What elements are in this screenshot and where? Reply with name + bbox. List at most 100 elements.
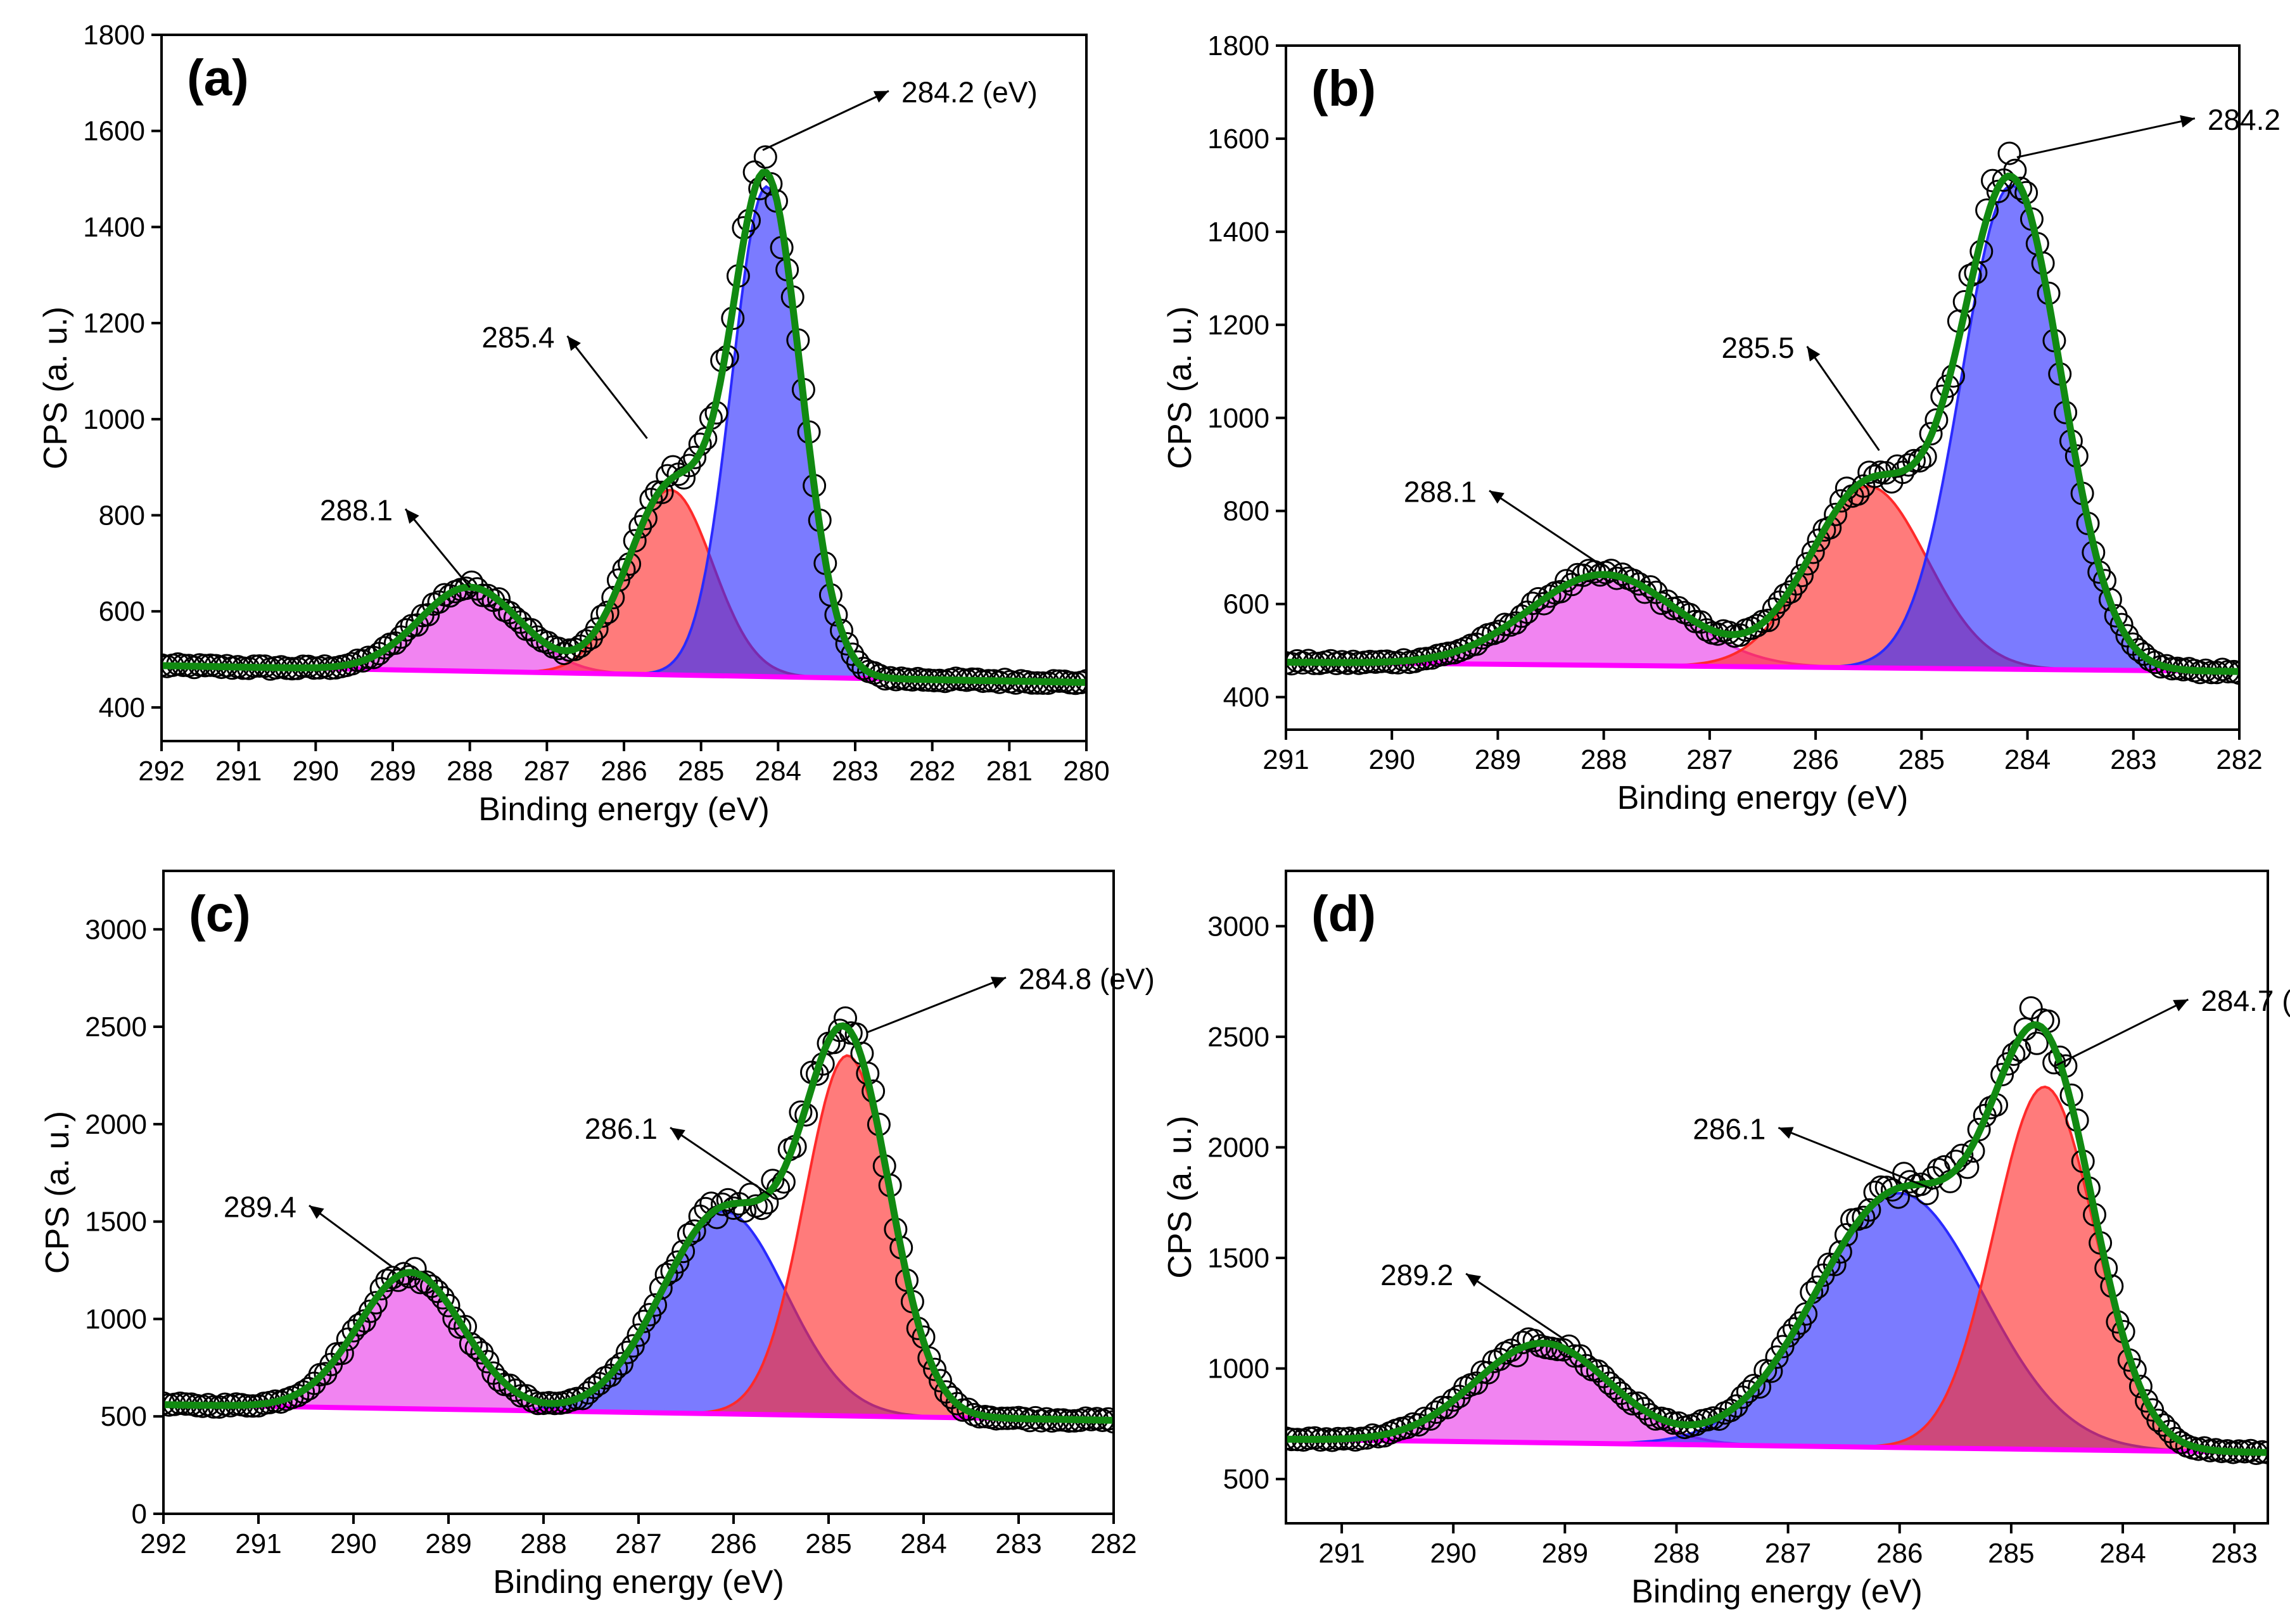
x-tick-label: 285 <box>1988 1538 2034 1569</box>
raw-point <box>677 454 701 478</box>
raw-point <box>476 1350 500 1374</box>
y-tick-label: 800 <box>1223 496 1269 527</box>
x-tick-label: 285 <box>1899 744 1945 775</box>
x-tick-label: 290 <box>293 756 339 787</box>
y-tick-label: 1500 <box>85 1207 147 1238</box>
raw-point <box>1782 1317 1806 1341</box>
raw-point <box>431 1286 455 1310</box>
x-tick-label: 292 <box>138 756 184 787</box>
y-tick-label: 1000 <box>1207 1354 1269 1385</box>
y-tick-label: 0 <box>132 1499 147 1530</box>
x-tick-label: 289 <box>1475 744 1521 775</box>
peak-area-b-3 <box>1286 184 2239 673</box>
raw-point <box>1857 1198 1881 1222</box>
x-tick-label: 283 <box>2110 744 2156 775</box>
raw-point <box>929 1369 952 1393</box>
x-tick-label: 283 <box>995 1528 1041 1559</box>
annotation-arrowhead <box>405 509 419 524</box>
annotation-arrow <box>762 90 889 151</box>
raw-point <box>917 1346 941 1370</box>
y-tick-label: 3000 <box>1207 911 1269 942</box>
annotation-arrowhead <box>2180 115 2195 128</box>
annotation-arrowhead <box>1489 490 1504 504</box>
x-tick-label: 292 <box>140 1528 186 1559</box>
raw-point <box>1759 1359 1783 1383</box>
plot-area-c <box>163 1006 1114 1434</box>
raw-point <box>945 1392 969 1416</box>
raw-point <box>671 1240 696 1264</box>
x-tick-label: 286 <box>1876 1538 1923 1569</box>
y-tick-label: 500 <box>1223 1464 1269 1495</box>
x-tick-label: 283 <box>2211 1538 2257 1569</box>
y-axis-title-b: CPS (a. u.) <box>1162 306 1199 469</box>
raw-point <box>1574 1354 1598 1378</box>
annotation-arrow <box>1489 490 1605 568</box>
annotation-arrow <box>2055 998 2189 1067</box>
raw-point <box>2025 1031 2049 1055</box>
raw-point <box>585 617 609 641</box>
y-tick-label: 2000 <box>85 1109 147 1140</box>
peak-annotation: 285.4 <box>481 320 554 353</box>
y-axis-title-c: CPS (a. u.) <box>39 1111 76 1274</box>
panel-a: (a) Binding energy (eV) CPS (a. u.) 292 2… <box>37 20 1110 828</box>
peak-annotation: 285.5 <box>1722 331 1795 364</box>
raw-point <box>1655 589 1679 613</box>
raw-point <box>1736 1380 1760 1404</box>
x-tick-label: 282 <box>1090 1528 1136 1559</box>
raw-point <box>1824 502 1848 526</box>
raw-point <box>851 656 875 680</box>
y-tick-label: 3000 <box>85 914 147 945</box>
raw-point <box>753 145 777 169</box>
raw-point <box>1756 609 1780 632</box>
raw-point <box>487 1368 511 1392</box>
x-tick-label: 288 <box>1653 1538 1700 1569</box>
raw-point <box>1801 540 1825 564</box>
fit-envelope-a <box>162 168 1086 686</box>
x-tick-label: 286 <box>710 1528 756 1559</box>
annotation-arrowhead <box>567 336 581 351</box>
y-tick-label: 1500 <box>1207 1243 1269 1274</box>
y-tick-label: 1400 <box>1207 217 1269 248</box>
x-tick-label: 288 <box>1581 744 1627 775</box>
raw-point <box>862 661 886 685</box>
raw-point <box>923 1357 947 1381</box>
raw-point <box>1795 552 1819 576</box>
raw-point <box>1771 1335 1795 1359</box>
peak-annotation: 284.2 (eV) <box>2208 103 2290 136</box>
plot-frame-b <box>1285 44 2241 731</box>
y-tick-label: 1800 <box>83 20 145 51</box>
x-tick-label: 285 <box>678 756 724 787</box>
raw-point <box>1424 1400 1448 1424</box>
annotation-arrowhead <box>309 1205 324 1219</box>
x-tick-label: 290 <box>1430 1538 1476 1569</box>
x-tick-label: 291 <box>215 756 262 787</box>
annotation-arrow <box>566 335 648 440</box>
raw-point <box>683 445 707 469</box>
peak-area-a-2 <box>162 488 1086 684</box>
raw-point <box>1997 141 2021 165</box>
x-tick-label: 289 <box>1542 1538 1588 1569</box>
panel-label-d: (d) <box>1311 885 1376 942</box>
raw-point <box>627 1323 651 1347</box>
y-tick-label: 2500 <box>1207 1022 1269 1053</box>
raw-point <box>1667 596 1691 619</box>
raw-point <box>1748 1375 1772 1399</box>
annotation-arrow <box>866 976 1007 1034</box>
plot-area-d <box>1286 996 2268 1465</box>
annotation-arrowhead <box>670 1127 685 1141</box>
x-tick-label: 286 <box>601 756 647 787</box>
y-tick-label: 1800 <box>1207 30 1269 61</box>
raw-point <box>372 636 397 660</box>
raw-point <box>375 1269 399 1292</box>
raw-point <box>476 583 500 607</box>
y-axis-title-d: CPS (a. u.) <box>1162 1115 1199 1278</box>
raw-point <box>438 584 462 608</box>
raw-point <box>504 1378 528 1402</box>
x-tick-label: 291 <box>235 1528 281 1559</box>
x-tick-label: 290 <box>330 1528 376 1559</box>
y-tick-label: 500 <box>101 1401 147 1432</box>
x-tick-label: 287 <box>1765 1538 1811 1569</box>
annotation-arrow <box>1778 1127 1934 1191</box>
raw-point <box>536 631 560 654</box>
